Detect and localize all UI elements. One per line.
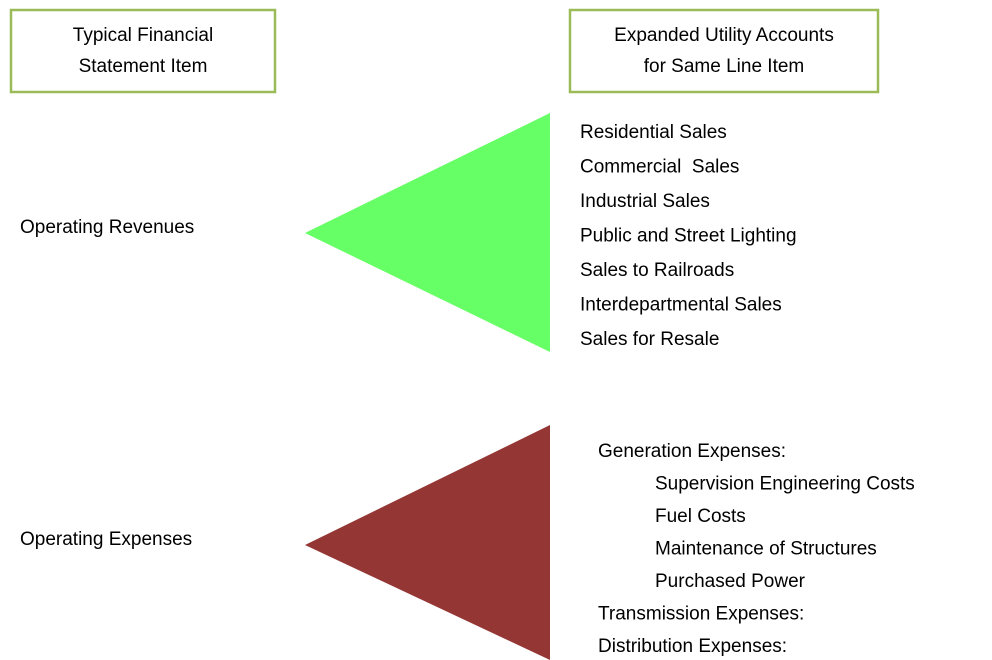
account-item: Industrial Sales	[580, 191, 710, 212]
revenue-items: Residential Sales Commercial Sales Industr…	[580, 122, 797, 350]
section-label: Operating Revenues	[20, 217, 194, 238]
account-item: Public and Street Lighting	[580, 226, 797, 247]
section-label: Operating Expenses	[20, 529, 192, 550]
account-item: Commercial Sales	[580, 157, 739, 178]
account-item: Residential Sales	[580, 122, 727, 143]
left-header-line: Typical Financial	[73, 25, 213, 46]
left-header-line: Statement Item	[79, 56, 208, 77]
account-group: Generation Expenses:	[598, 441, 786, 462]
account-group: Distribution Expenses:	[598, 636, 787, 657]
left-header-box	[9, 8, 277, 94]
account-item: Interdepartmental Sales	[580, 295, 782, 316]
expense-items: Generation Expenses: Supervision Engineer…	[598, 441, 915, 657]
right-header-line: for Same Line Item	[644, 56, 805, 77]
account-subitem: Maintenance of Structures	[655, 539, 877, 560]
account-item: Sales to Railroads	[580, 260, 734, 281]
expense-triangle	[305, 425, 550, 660]
revenue-triangle	[305, 113, 550, 352]
account-subitem: Purchased Power	[655, 571, 806, 592]
account-subitem: Fuel Costs	[655, 506, 746, 527]
right-header-line: Expanded Utility Accounts	[614, 25, 834, 46]
account-group: Transmission Expenses:	[598, 604, 804, 625]
account-item: Sales for Resale	[580, 329, 719, 350]
account-subitem: Supervision Engineering Costs	[655, 474, 915, 495]
right-header-box	[568, 8, 880, 94]
